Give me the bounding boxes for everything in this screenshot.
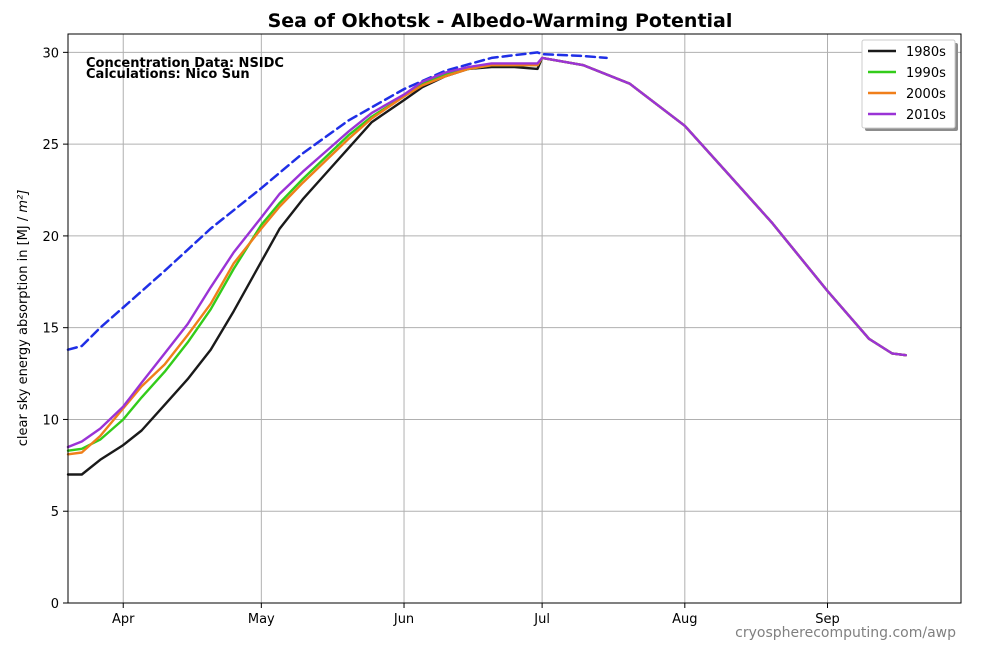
y-tick-label: 0 [51,597,59,612]
x-tick-label: Aug [672,612,697,627]
legend: 1980s 1990s 2000s 2010s [861,39,958,131]
x-tick-label: Apr [112,612,135,627]
series-line-max-potential [66,51,608,351]
legend-label: 2000s [906,87,946,102]
series-line-2010s [66,56,907,449]
x-tick-label: Jun [393,612,414,627]
x-tick-label: Jul [533,612,550,627]
y-tick-label: 5 [51,505,59,520]
y-axis-label-text: clear sky energy absorption in [MJ / [16,213,31,447]
legend-box [861,39,956,129]
legend-label: 2010s [906,108,946,123]
y-tick-label: 30 [42,46,59,61]
x-tick-label: Sep [815,612,840,627]
series-lines [66,51,907,476]
legend-label: 1980s [906,45,946,60]
y-tick-label: 20 [42,230,59,245]
annotation-source: Concentration Data: NSIDC [86,56,284,71]
y-axis-label: clear sky energy absorption in [MJ / m²] [16,190,31,447]
annotation-calculations: Calculations: Nico Sun [86,67,250,82]
legend-label: 1990s [906,66,946,81]
axes: Apr May Jun Jul Aug Sep 0 5 10 15 20 25 30 [42,46,839,627]
plot-frame [67,33,962,604]
y-tick-label: 25 [42,138,59,153]
series-line-1990s [66,56,907,452]
y-tick-label: 15 [42,322,59,337]
x-tick-label: May [248,612,275,627]
chart-title: Sea of Okhotsk - Albedo-Warming Potentia… [268,10,733,32]
y-tick-label: 10 [42,413,59,428]
series-line-2000s [66,56,907,456]
gridlines [68,34,961,604]
y-axis-label-unit: m²] [16,190,31,213]
credit-text: cryospherecomputing.com/awp [735,625,956,641]
series-line-1980s [66,56,907,476]
